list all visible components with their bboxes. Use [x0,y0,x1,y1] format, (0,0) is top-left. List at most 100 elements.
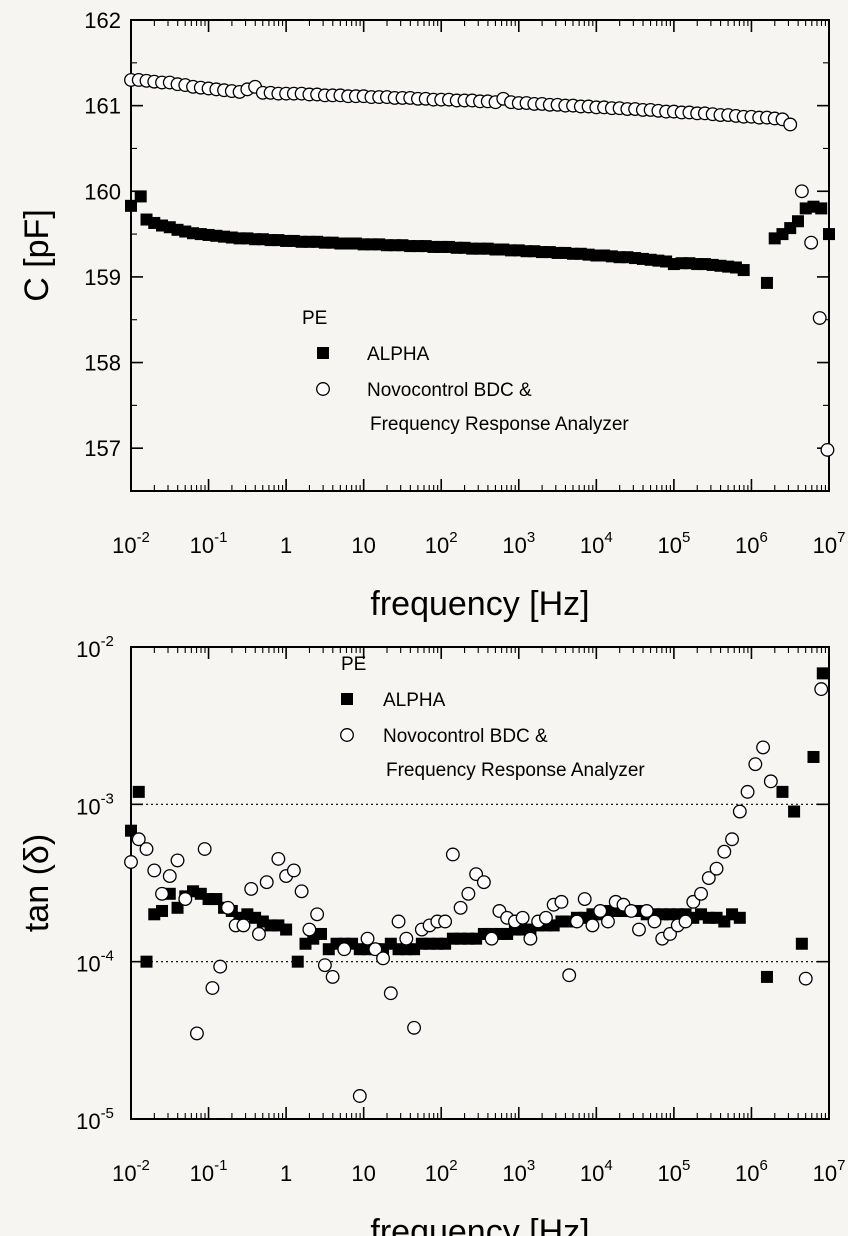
tick-label-base: 1 [280,533,292,558]
tick-label-exponent: -3 [101,790,114,807]
data-point-circle [399,931,414,946]
data-point-square [791,215,804,228]
data-point-circle [577,892,592,907]
novocontrol-series [124,682,829,1103]
data-point-circle [376,951,391,966]
tick-label-base: 10 [425,533,449,558]
x-axis-label: frequency [Hz] [370,585,589,623]
x-tick-label: 103 [502,1157,535,1186]
data-point-circle [213,959,228,974]
tick-label-base: 10 [735,1161,759,1186]
data-point-circle [162,869,177,884]
data-point-square [823,228,835,241]
data-point-circle [798,971,813,986]
plot-frame [130,19,830,492]
tick-label-exponent: -2 [137,529,150,546]
data-point-circle [205,981,220,995]
tick-label-base: 10 [502,533,526,558]
data-point-circle [569,914,584,929]
data-point-circle [286,863,301,878]
data-point-square [291,955,304,968]
x-tick-label: 105 [657,1157,690,1186]
data-point-circle [352,1089,367,1103]
tick-label-base: 10 [112,1161,136,1186]
legend-entry-label: ALPHA [367,344,430,365]
tick-label-base: 10 [76,637,100,662]
data-point-circle [538,910,553,925]
data-point-square [249,911,262,924]
data-point-square [776,785,789,798]
data-point-square [760,970,773,983]
x-tick-label: 104 [580,1157,613,1186]
data-point-square [613,251,626,264]
data-point-circle [725,832,740,847]
data-point-circle [252,927,266,941]
tick-label-base: 10 [112,533,136,558]
data-point-square [644,253,657,266]
data-point-circle [678,914,693,929]
data-point-square [543,246,556,259]
tick-label-exponent: 2 [449,1157,457,1174]
tick-label-exponent: 6 [760,1157,768,1174]
tick-label-exponent: 7 [837,529,845,546]
y-tick-label: 159 [84,265,121,290]
y-tick-label: 161 [84,94,121,119]
x-tick-label: 102 [425,1157,458,1186]
tick-label-exponent: 4 [604,1157,612,1174]
data-point-square [156,904,169,917]
data-point-circle [515,910,530,925]
x-tick-label: 1 [280,1161,292,1186]
x-tick-label: 10-1 [190,529,228,558]
tick-label-base: 10 [351,1161,375,1186]
data-point-circle [476,875,491,890]
data-point-square [140,955,153,968]
legend-entry-label-continued: Frequency Response Analyzer [386,760,645,781]
legend-entry-label: ALPHA [383,690,446,711]
tick-label-exponent: -2 [137,1157,150,1174]
y-tick-label: 157 [84,436,121,461]
tick-label-base: 10 [502,1161,526,1186]
data-point-circle [259,875,274,890]
data-point-square [815,202,828,215]
data-point-circle [663,927,677,941]
x-tick-label: 10-1 [190,1157,228,1186]
data-point-circle [325,969,340,984]
y-tick-label: 10-2 [76,633,114,662]
legend-marker-circle [340,728,354,742]
data-point-circle [523,931,538,946]
data-point-circle [694,886,708,901]
x-tick-label: 10 [351,1161,375,1186]
x-axis-label: frequency [Hz] [370,1213,589,1236]
data-point-circle [178,892,193,907]
data-point-circle [155,886,169,901]
data-point-circle [360,931,375,946]
data-point-circle [337,942,352,957]
y-tick-label: 162 [84,8,121,33]
data-point-circle [391,914,406,929]
data-point-circle [647,914,662,929]
data-point-circle [147,863,162,878]
data-point-circle [709,861,724,876]
data-point-circle [302,922,317,937]
x-tick-label: 107 [813,529,846,558]
data-point-square [134,190,147,203]
x-tick-label: 104 [580,529,613,558]
data-point-circle [820,442,835,457]
x-tick-label: 103 [502,529,535,558]
tick-label-exponent: 3 [527,1157,535,1174]
data-point-circle [639,904,654,918]
tick-label-base: 10 [580,1161,604,1186]
tick-label-base: 10 [425,1161,449,1186]
data-point-circle [484,931,499,946]
data-point-circle [748,757,763,772]
alpha-series [125,190,835,289]
legend-marker-square [317,347,329,359]
tick-label-base: 10 [580,533,604,558]
tick-label-exponent: 5 [682,1157,690,1174]
data-point-circle [407,1020,422,1035]
data-point-circle [593,904,608,918]
tick-label-base: 10 [813,1161,837,1186]
data-point-square [582,248,595,261]
data-point-square [125,199,137,212]
